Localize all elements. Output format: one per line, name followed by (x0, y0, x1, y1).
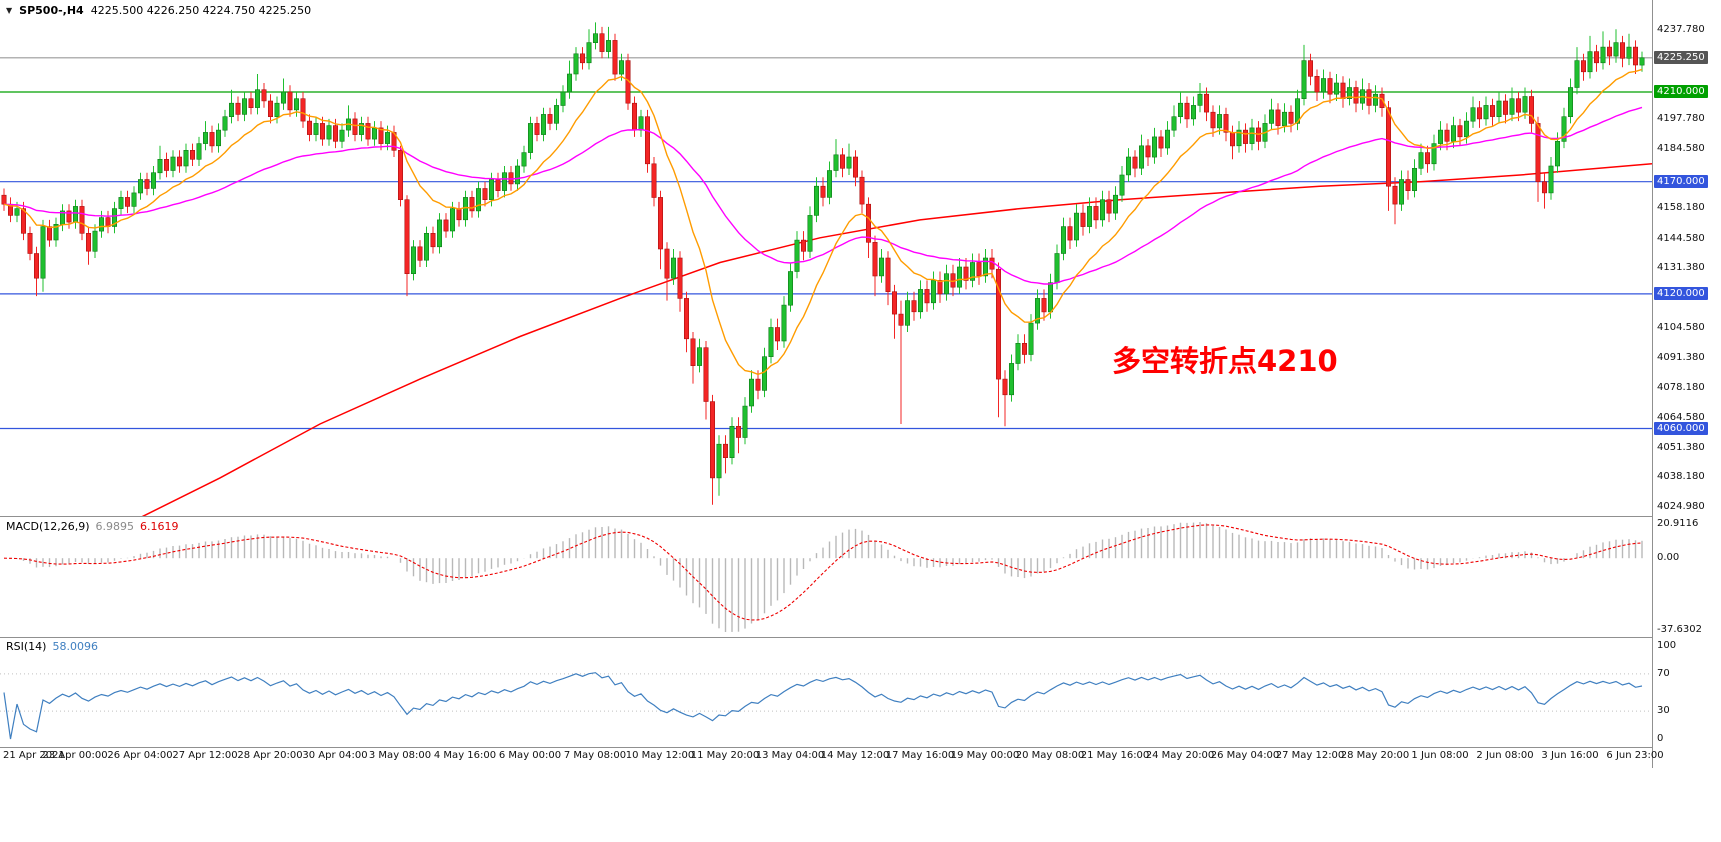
time-axis-label: 27 Apr 12:00 (172, 750, 238, 761)
rsi-axis-label: 30 (1657, 705, 1670, 717)
panel-separator[interactable] (0, 747, 1721, 748)
price-axis-label: 4158.180 (1657, 202, 1705, 214)
candlestick-chart[interactable] (0, 0, 1652, 516)
time-axis-label: 4 May 16:00 (433, 750, 497, 761)
macd-title: MACD(12,26,9) (6, 520, 90, 533)
rsi-label: RSI(14) 58.0096 (6, 640, 98, 653)
time-axis-label: 28 May 20:00 (1340, 750, 1410, 761)
symbol-dropdown-icon[interactable]: ▼ (6, 6, 13, 15)
macd-axis-label: 20.9116 (1657, 518, 1699, 529)
price-line-tag: 4120.000 (1654, 286, 1708, 300)
price-line-tag: 4170.000 (1654, 174, 1708, 188)
time-axis-label: 26 May 04:00 (1210, 750, 1280, 761)
chart-annotation-text: 多空转折点4210 (1112, 344, 1338, 378)
time-axis-label: 26 Apr 04:00 (107, 750, 173, 761)
price-axis-label: 4038.180 (1657, 471, 1705, 483)
price-axis-label: 4184.580 (1657, 143, 1705, 154)
price-axis-label: 4237.780 (1657, 23, 1705, 35)
panel-separator[interactable] (0, 516, 1721, 517)
time-axis-label: 27 May 12:00 (1275, 750, 1345, 761)
rsi-chart[interactable] (0, 638, 1652, 747)
time-axis-label: 23 Apr 00:00 (42, 750, 108, 761)
price-line-tag: 4210.000 (1654, 84, 1708, 98)
ohlc-values: 4225.500 4226.250 4224.750 4225.250 (90, 4, 312, 17)
time-axis-label: 6 May 00:00 (498, 750, 562, 761)
time-axis-label: 19 May 00:00 (950, 750, 1020, 761)
price-line-tag: 4060.000 (1654, 421, 1708, 435)
symbol-timeframe-label: SP500-,H4 (19, 4, 84, 17)
time-axis-label: 20 May 08:00 (1015, 750, 1085, 761)
time-axis-label: 11 May 20:00 (690, 750, 760, 761)
price-axis[interactable]: 4237.780 4197.780 4184.580 4158.180 4144.580… (1652, 0, 1721, 768)
price-axis-label: 4078.180 (1657, 381, 1705, 393)
macd-label: MACD(12,26,9) 6.9895 6.1619 (6, 520, 179, 533)
time-axis-label: 1 Jun 08:00 (1411, 750, 1469, 761)
time-axis-label: 6 Jun 23:00 (1606, 750, 1664, 761)
price-line-tag: 4225.250 (1654, 50, 1708, 64)
rsi-axis-label: 70 (1657, 667, 1670, 679)
time-axis-label: 21 Apr 2021 (3, 750, 65, 761)
price-axis-label: 4197.780 (1657, 113, 1705, 125)
panel-separator[interactable] (0, 637, 1721, 638)
time-axis-label: 2 Jun 08:00 (1476, 750, 1534, 761)
price-axis-label: 4091.380 (1657, 352, 1705, 364)
price-axis-label: 4131.380 (1657, 262, 1705, 274)
macd-chart[interactable] (0, 517, 1652, 637)
time-axis-label: 13 May 04:00 (755, 750, 825, 761)
macd-main-value: 6.9895 (95, 520, 135, 533)
time-axis-label: 28 Apr 20:00 (237, 750, 303, 761)
time-axis-label: 3 May 08:00 (368, 750, 432, 761)
rsi-axis-label: 100 (1657, 640, 1677, 651)
chart-header: ▼ SP500-,H4 4225.500 4226.250 4224.750 4… (6, 4, 311, 17)
price-axis-label: 4064.580 (1657, 412, 1705, 424)
price-axis-label: 4024.980 (1657, 501, 1705, 513)
time-axis-label: 30 Apr 04:00 (302, 750, 368, 761)
price-axis-label: 4104.580 (1657, 322, 1705, 334)
time-axis-label: 3 Jun 16:00 (1541, 750, 1599, 761)
time-axis-label: 14 May 12:00 (820, 750, 890, 761)
macd-axis-label: 0.00 (1657, 552, 1680, 564)
rsi-title: RSI(14) (6, 640, 47, 653)
time-axis-label: 21 May 16:00 (1080, 750, 1150, 761)
price-axis-label: 4051.380 (1657, 441, 1705, 453)
price-axis-label: 4144.580 (1657, 232, 1705, 244)
macd-axis-label: -37.6302 (1657, 624, 1702, 635)
time-axis-label: 10 May 12:00 (625, 750, 695, 761)
time-axis[interactable]: 21 Apr 2021 23 Apr 00:00 26 Apr 04:00 27 Ap… (0, 750, 1664, 766)
rsi-value: 58.0096 (52, 640, 98, 653)
time-axis-label: 7 May 08:00 (563, 750, 627, 761)
rsi-axis-label: 0 (1657, 733, 1664, 744)
macd-signal-value: 6.1619 (140, 520, 179, 533)
time-axis-label: 24 May 20:00 (1145, 750, 1215, 761)
time-axis-label: 17 May 16:00 (885, 750, 955, 761)
